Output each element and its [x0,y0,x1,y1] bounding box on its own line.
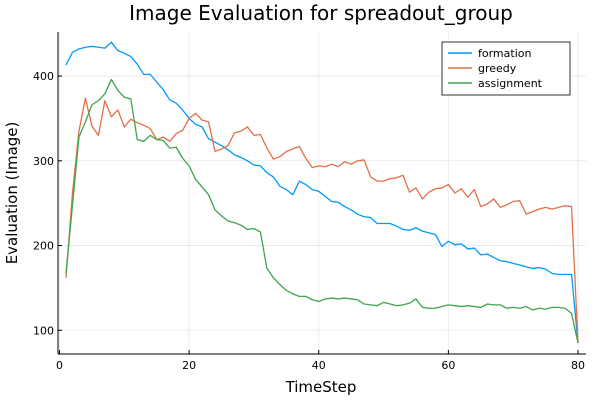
x-axis-label: TimeStep [285,378,357,396]
axes [57,32,586,355]
x-tick-label: 60 [441,359,455,372]
series-line-formation [65,41,579,344]
tick-labels: 0 20 40 60 80 100 200 300 400 [33,70,585,372]
series-line-assignment [65,78,579,344]
series-lines [65,41,579,344]
x-tick-label: 40 [312,359,326,372]
legend: formation greedy assignment [441,41,571,96]
y-tick-label: 100 [33,324,54,337]
y-axis-label: Evaluation (Image) [3,122,21,265]
x-tick-label: 0 [56,359,63,372]
series-line-greedy [65,97,579,344]
legend-label-formation: formation [478,47,531,60]
y-tick-label: 400 [33,70,54,83]
x-tick-label: 80 [571,359,585,372]
x-tick-label: 20 [182,359,196,372]
y-tick-label: 300 [33,155,54,168]
legend-label-assignment: assignment [478,77,543,90]
y-tick-label: 200 [33,240,54,253]
legend-label-greedy: greedy [478,62,517,75]
chart-title: Image Evaluation for spreadout_group [129,1,513,25]
